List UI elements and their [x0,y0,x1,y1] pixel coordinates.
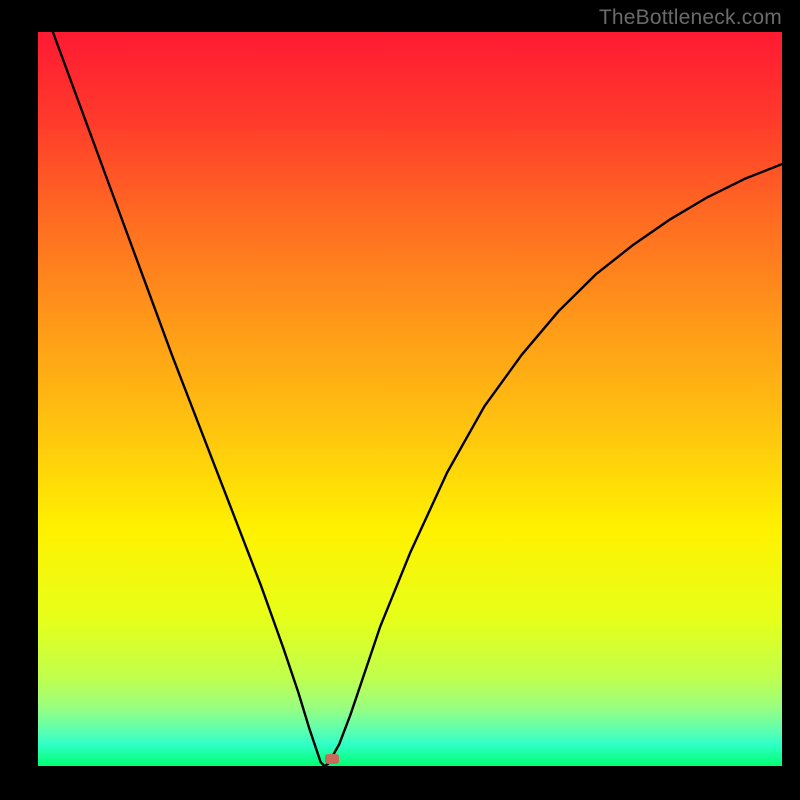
watermark-text: TheBottleneck.com [599,6,782,30]
min-marker [325,754,339,764]
bottleneck-curve [53,32,782,766]
plot-area [38,32,782,766]
plot-frame [0,0,800,800]
chart-curve-svg [38,32,782,766]
